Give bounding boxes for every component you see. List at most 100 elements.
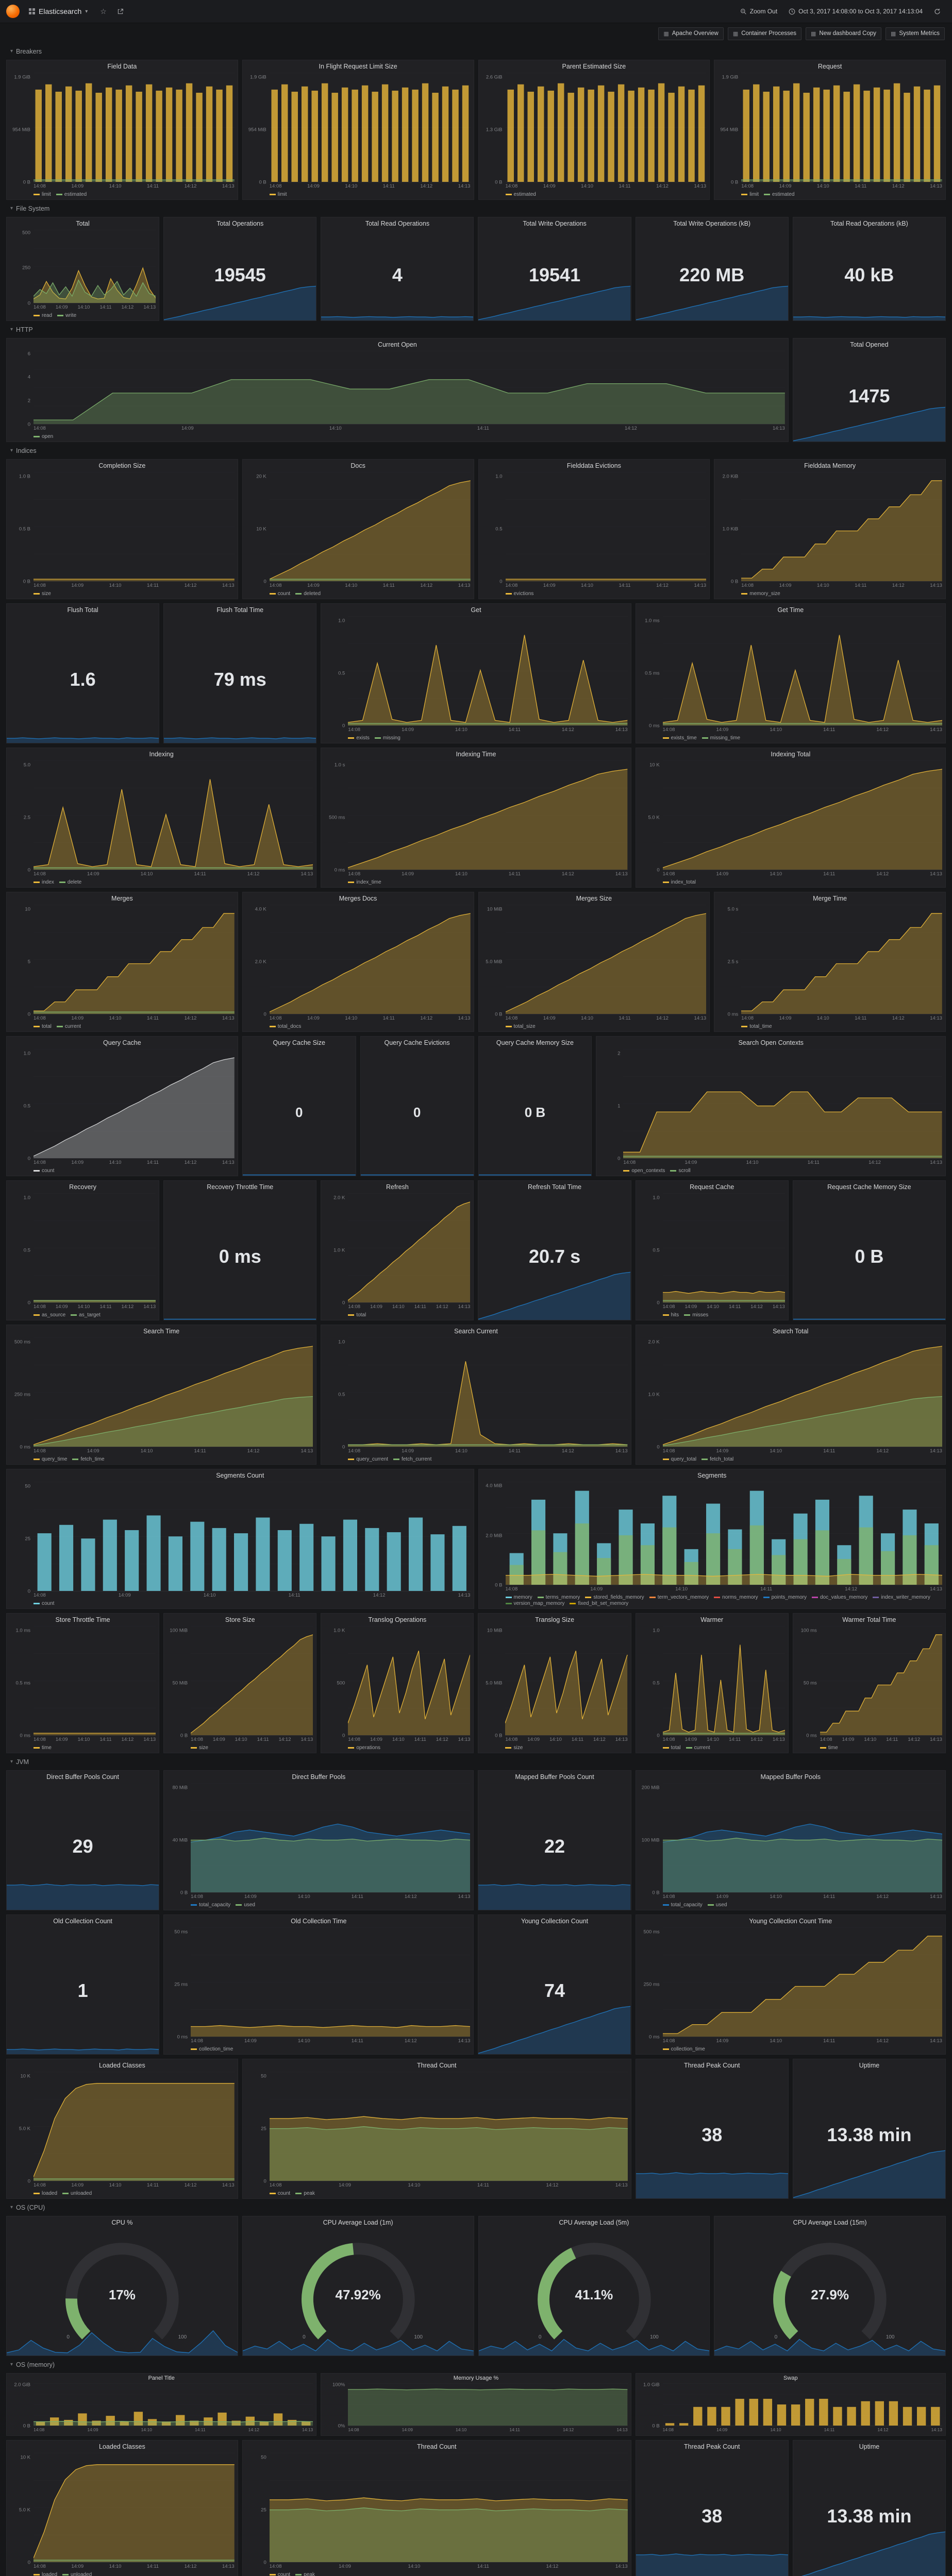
panel-title[interactable]: Current Open — [378, 341, 417, 348]
dashboard-link-new-dashboard-copy[interactable]: ▦ New dashboard Copy — [806, 27, 881, 40]
panel-title[interactable]: Loaded Classes — [99, 2443, 145, 2450]
panel-title[interactable]: Old Collection Count — [53, 1918, 112, 1925]
legend-item[interactable]: norms_memory — [714, 1595, 758, 1600]
legend-item[interactable]: fetch_current — [393, 1456, 431, 1462]
legend-item[interactable]: version_map_memory — [505, 1601, 564, 1606]
panel-title[interactable]: Merges Size — [576, 895, 612, 902]
legend-item[interactable]: time — [34, 1745, 52, 1751]
dashboard-link-apache-overview[interactable]: ▦ Apache Overview — [658, 27, 724, 40]
graph-plot[interactable] — [623, 1049, 942, 1159]
panel-title[interactable]: Get — [471, 606, 481, 614]
row-header-os-memory[interactable]: ▾ OS (memory) — [4, 2358, 948, 2371]
panel-title[interactable]: Thread Peak Count — [684, 2443, 740, 2450]
graph-plot[interactable] — [269, 905, 471, 1014]
graph-plot[interactable] — [34, 472, 235, 582]
legend-item[interactable]: current — [56, 1024, 81, 1029]
panel-title[interactable]: Total Opened — [850, 341, 889, 348]
graph-plot[interactable] — [505, 73, 707, 182]
panel-title[interactable]: Indexing — [149, 751, 174, 758]
graph-plot[interactable] — [34, 2383, 313, 2426]
panel-title[interactable]: Request — [817, 63, 842, 70]
graph-plot[interactable] — [34, 1193, 156, 1303]
star-icon[interactable]: ☆ — [100, 7, 107, 15]
legend-item[interactable]: exists — [348, 735, 370, 741]
legend-item[interactable]: count — [34, 1168, 54, 1174]
panel-title[interactable]: CPU % — [111, 2219, 133, 2226]
panel-title[interactable]: CPU Average Load (5m) — [559, 2219, 629, 2226]
graph-plot[interactable] — [34, 905, 235, 1014]
legend-item[interactable]: delete — [59, 879, 81, 885]
legend-item[interactable]: total_time — [741, 1024, 772, 1029]
graph-plot[interactable] — [34, 1049, 235, 1159]
legend-item[interactable]: estimated — [764, 192, 794, 197]
panel-title[interactable]: Request Cache Memory Size — [827, 1183, 911, 1191]
panel-title[interactable]: Recovery — [69, 1183, 96, 1191]
legend-item[interactable]: limit — [269, 192, 287, 197]
legend-item[interactable]: missing_time — [702, 735, 740, 741]
panel-title[interactable]: CPU Average Load (1m) — [323, 2219, 393, 2226]
legend-item[interactable]: count — [269, 2191, 290, 2196]
panel-title[interactable]: Recovery Throttle Time — [207, 1183, 274, 1191]
panel-title[interactable]: Refresh — [386, 1183, 409, 1191]
graph-plot[interactable] — [269, 2072, 628, 2181]
legend-item[interactable]: used — [707, 1902, 727, 1908]
panel-title[interactable]: In Flight Request Limit Size — [319, 63, 397, 70]
graph-plot[interactable] — [662, 760, 942, 870]
panel-title[interactable]: Store Throttle Time — [55, 1616, 110, 1623]
legend-item[interactable]: loaded — [34, 2191, 57, 2196]
legend-item[interactable]: query_time — [34, 1456, 67, 1462]
zoom-out-button[interactable]: Zoom Out — [735, 5, 782, 18]
graph-plot[interactable] — [34, 1626, 156, 1736]
legend-item[interactable]: limit — [34, 192, 51, 197]
legend-item[interactable]: total_size — [505, 1024, 536, 1029]
panel-title[interactable]: Docs — [350, 462, 365, 469]
panel-title[interactable]: Old Collection Time — [291, 1918, 347, 1925]
panel-title[interactable]: Total Write Operations (kB) — [673, 220, 751, 227]
panel-title[interactable]: Refresh Total Time — [528, 1183, 582, 1191]
legend-item[interactable]: unloaded — [62, 2191, 92, 2196]
legend-item[interactable]: as_target — [71, 1312, 101, 1318]
graph-plot[interactable] — [820, 1626, 942, 1736]
legend-item[interactable]: write — [57, 313, 76, 318]
graph-plot[interactable] — [191, 1927, 471, 2037]
legend-item[interactable]: total — [662, 1745, 681, 1751]
panel-title[interactable]: Query Cache Evictions — [384, 1039, 450, 1046]
refresh-button[interactable] — [929, 5, 946, 18]
graph-plot[interactable] — [741, 472, 942, 582]
panel-title[interactable]: Warmer Total Time — [842, 1616, 896, 1623]
panel-title[interactable]: Get Time — [777, 606, 804, 614]
legend-item[interactable]: time — [820, 1745, 838, 1751]
legend-item[interactable]: size — [34, 591, 51, 597]
graph-plot[interactable] — [662, 1783, 942, 1893]
graph-plot[interactable] — [34, 1337, 313, 1447]
legend-item[interactable]: total_capacity — [191, 1902, 230, 1908]
legend-item[interactable]: current — [686, 1745, 710, 1751]
graph-plot[interactable] — [348, 616, 628, 726]
panel-title[interactable]: Total Read Operations (kB) — [830, 220, 908, 227]
panel-title[interactable]: Search Current — [454, 1328, 498, 1335]
graph-plot[interactable] — [662, 1193, 785, 1303]
legend-item[interactable]: points_memory — [763, 1595, 807, 1600]
time-range-picker[interactable]: Oct 3, 2017 14:08:00 to Oct 3, 2017 14:1… — [783, 5, 928, 18]
legend-item[interactable]: query_total — [662, 1456, 696, 1462]
legend-item[interactable]: fetch_total — [702, 1456, 733, 1462]
panel-title[interactable]: Query Cache — [103, 1039, 141, 1046]
panel-title[interactable]: Loaded Classes — [99, 2062, 145, 2069]
legend-item[interactable]: peak — [295, 2191, 315, 2196]
legend-item[interactable]: count — [34, 1601, 54, 1606]
legend-item[interactable]: limit — [741, 192, 759, 197]
panel-title[interactable]: Swap — [783, 2375, 798, 2381]
panel-title[interactable]: Direct Buffer Pools Count — [46, 1773, 119, 1781]
legend-item[interactable]: memory — [505, 1595, 532, 1600]
panel-title[interactable]: Mapped Buffer Pools Count — [515, 1773, 594, 1781]
panel-title[interactable]: Direct Buffer Pools — [292, 1773, 346, 1781]
panel-title[interactable]: Young Collection Count — [521, 1918, 589, 1925]
legend-item[interactable]: estimated — [505, 192, 536, 197]
legend-item[interactable]: total — [34, 1024, 52, 1029]
graph-plot[interactable] — [34, 73, 235, 182]
legend-item[interactable]: total — [348, 1312, 366, 1318]
graph-plot[interactable] — [505, 905, 707, 1014]
legend-item[interactable]: total_capacity — [662, 1902, 703, 1908]
graph-plot[interactable] — [505, 472, 707, 582]
legend-item[interactable]: index_total — [662, 879, 696, 885]
